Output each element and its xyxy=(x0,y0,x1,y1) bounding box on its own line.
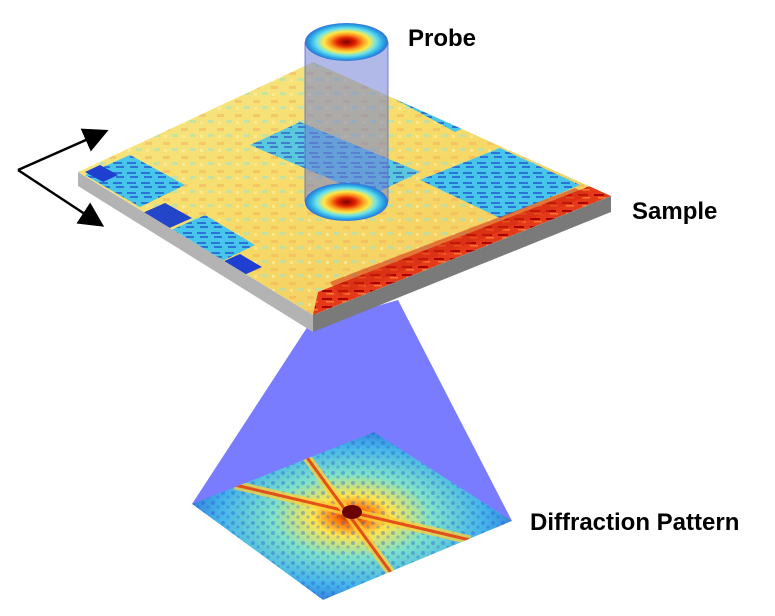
sample-label: Sample xyxy=(632,198,717,225)
probe-top-spot xyxy=(305,23,388,61)
diffraction-pattern-label: Diffraction Pattern xyxy=(530,509,739,536)
blue-region-left xyxy=(85,155,185,207)
sample-slab xyxy=(78,172,611,332)
beam-cone xyxy=(192,300,512,521)
probe-label: Probe xyxy=(408,25,476,52)
diffraction-pattern-image xyxy=(192,432,512,600)
dark-blue-pad-3 xyxy=(222,254,262,275)
dark-blue-pad-1 xyxy=(85,165,118,182)
red-strip xyxy=(313,186,611,315)
probe-bottom-spot xyxy=(305,183,388,221)
red-strip-inner xyxy=(330,188,590,296)
scan-arrow-upper xyxy=(17,128,109,172)
scan-arrow-lower xyxy=(17,168,105,227)
dark-blue-pad-2 xyxy=(138,203,192,230)
scan-direction-arrows xyxy=(17,128,109,227)
blue-region-lower xyxy=(160,215,255,267)
probe-column xyxy=(304,23,389,221)
blue-region-right xyxy=(420,148,580,218)
